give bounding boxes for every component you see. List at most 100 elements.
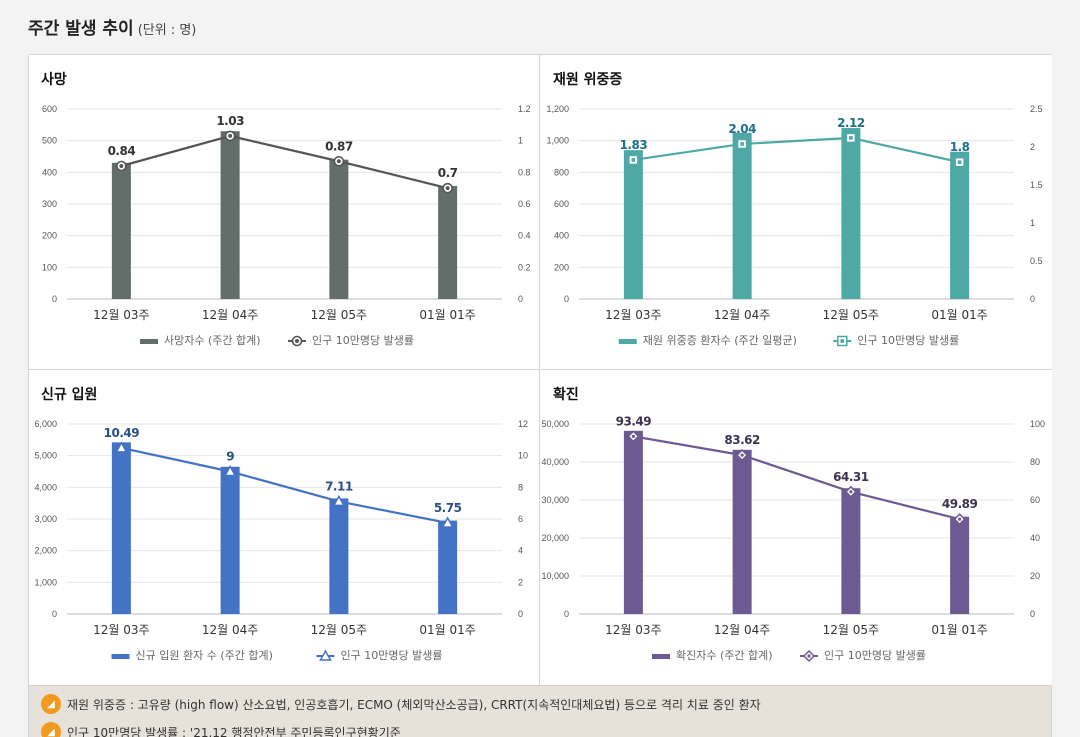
x-tick-label: 12월 04주 (714, 623, 770, 637)
panel-title: 신규 입원 (41, 387, 98, 403)
y-tick-label: 5,000 (34, 451, 57, 461)
bar (111, 162, 131, 299)
rate-marker-dot (740, 453, 744, 457)
bar (732, 132, 752, 299)
rate-marker-dot (119, 164, 124, 168)
y-tick-label: 0 (564, 294, 569, 304)
bar (329, 159, 349, 299)
data-label: 83.62 (724, 433, 760, 447)
admission-chart: 0 1,000 2,000 3,000 4,000 5,000 6,000 0 2 4 6 8 10 12… (34, 419, 528, 662)
rate-marker-dot (445, 186, 450, 191)
data-label: 9 (226, 450, 234, 464)
rate-line (121, 134, 448, 190)
bar (950, 516, 970, 614)
x-tick-label: 12월 03주 (93, 308, 149, 322)
panel-title: 사망 (41, 72, 67, 88)
admission-chart-panel: 신규 입원 0 1,000 2,000 3,000 4,000 5,000 6,000 0 2 4… (29, 370, 540, 685)
legend-bar-swatch (140, 339, 158, 344)
y-tick-label: 500 (42, 136, 57, 146)
legend-bar-label: 사망자수 (주간 합계) (164, 334, 261, 347)
data-label: 0.87 (325, 139, 353, 153)
bar (438, 185, 458, 299)
y2-tick-label: 0 (518, 294, 523, 304)
y-tick-label: 400 (42, 167, 57, 177)
y-tick-label: 200 (42, 231, 57, 241)
y2-tick-label: 4 (518, 546, 523, 556)
y-tick-label: 200 (554, 262, 569, 272)
bar (732, 449, 752, 614)
bar (220, 131, 240, 299)
bar (329, 498, 349, 614)
x-tick-label: 12월 03주 (605, 308, 661, 322)
data-label: 1.8 (950, 140, 970, 154)
x-tick-label: 01월 01주 (931, 623, 987, 637)
rate-line (633, 136, 960, 164)
rate-marker-dot (840, 339, 845, 343)
y2-tick-label: 40 (1030, 533, 1040, 543)
y2-tick-label: 0 (1030, 609, 1035, 619)
y-tick-label: 800 (554, 167, 569, 177)
legend-bar-label: 재원 위중증 환자수 (주간 일평균) (643, 333, 797, 347)
legend-bar-swatch (652, 654, 670, 659)
y2-tick-label: 0.5 (1030, 256, 1043, 266)
y2-tick-label: 100 (1030, 419, 1045, 429)
y-tick-label: 50,000 (541, 419, 569, 429)
x-tick-label: 12월 05주 (823, 623, 879, 637)
panel-title: 확진 (553, 387, 579, 403)
y2-tick-label: 0.4 (518, 231, 531, 241)
rate-marker-dot (958, 517, 962, 521)
rate-marker-dot (295, 339, 299, 343)
data-label: 1.03 (216, 114, 244, 128)
y-tick-label: 0 (52, 294, 57, 304)
y-tick-label: 1,000 (546, 136, 569, 146)
rate-marker-dot (631, 158, 636, 162)
data-label: 10.49 (104, 426, 140, 440)
y2-tick-label: 2.5 (1030, 104, 1043, 114)
bar (623, 150, 643, 299)
death-chart: 0 100 200 300 400 500 600 0 0.2 0.4 0.6 0.8 1 1.2 12월 … (42, 104, 531, 347)
y2-tick-label: 1.5 (1030, 180, 1043, 190)
x-tick-label: 12월 05주 (311, 308, 367, 322)
rate-line (121, 446, 448, 525)
chart-board: 사망 0 100 200 300 400 500 600 0 0.2 0.4 0.6 0.8 1 1.2 1… (28, 54, 1052, 737)
x-tick-label: 12월 04주 (714, 308, 770, 322)
rate-marker-dot (807, 654, 811, 658)
bar (841, 128, 861, 299)
y2-tick-label: 2 (518, 577, 523, 587)
y-tick-label: 1,000 (34, 577, 57, 587)
rate-marker-dot (957, 160, 962, 164)
rate-marker (115, 441, 128, 453)
y-tick-label: 100 (42, 262, 57, 272)
rate-marker-dot (631, 434, 635, 438)
rate-marker-dot (849, 136, 853, 140)
x-tick-label: 01월 01주 (419, 623, 475, 637)
page-title: 주간 발생 추이 (단위 : 명) (28, 14, 196, 39)
y-tick-label: 0 (564, 609, 569, 619)
bar (950, 151, 970, 299)
death-chart-panel: 사망 0 100 200 300 400 500 600 0 0.2 0.4 0.6 0.8 1 1.2 1… (29, 55, 540, 370)
rate-marker (319, 649, 332, 661)
y2-tick-label: 1 (518, 136, 523, 146)
rate-marker (441, 516, 454, 528)
y2-tick-label: 6 (518, 514, 523, 524)
y2-tick-label: 0.2 (518, 262, 531, 272)
rate-marker-dot (740, 142, 744, 146)
legend-line-label: 인구 10만명당 발생률 (312, 334, 414, 347)
legend-bar-label: 확진자수 (주간 합계) (676, 649, 773, 662)
notes-box: ◢ 재원 위중증 : 고유량 (high flow) 산소요법, 인공호흡기, … (29, 685, 1051, 737)
data-label: 1.83 (620, 138, 648, 152)
x-tick-label: 12월 05주 (311, 623, 367, 637)
note-text: 재원 위중증 : 고유량 (high flow) 산소요법, 인공호흡기, EC… (67, 697, 761, 712)
x-tick-label: 12월 03주 (93, 623, 149, 637)
data-label: 5.75 (434, 501, 462, 515)
y2-tick-label: 80 (1030, 457, 1040, 467)
y2-tick-label: 0 (1030, 294, 1035, 304)
y2-tick-label: 10 (518, 451, 528, 461)
confirmed-chart-panel: 확진 0 10,000 20,000 30,000 40,000 50,000 0 20 40 6… (541, 370, 1052, 685)
note-text: 인구 10만명당 발생률 : '21.12 행정안전부 주민등록인구현황기준 (67, 725, 401, 737)
speaker-icon: ◢ (41, 694, 61, 714)
y-tick-label: 3,000 (34, 514, 57, 524)
legend-line-label: 인구 10만명당 발생률 (857, 334, 959, 347)
legend-bar-swatch (111, 654, 130, 659)
y2-tick-label: 0 (518, 609, 523, 619)
